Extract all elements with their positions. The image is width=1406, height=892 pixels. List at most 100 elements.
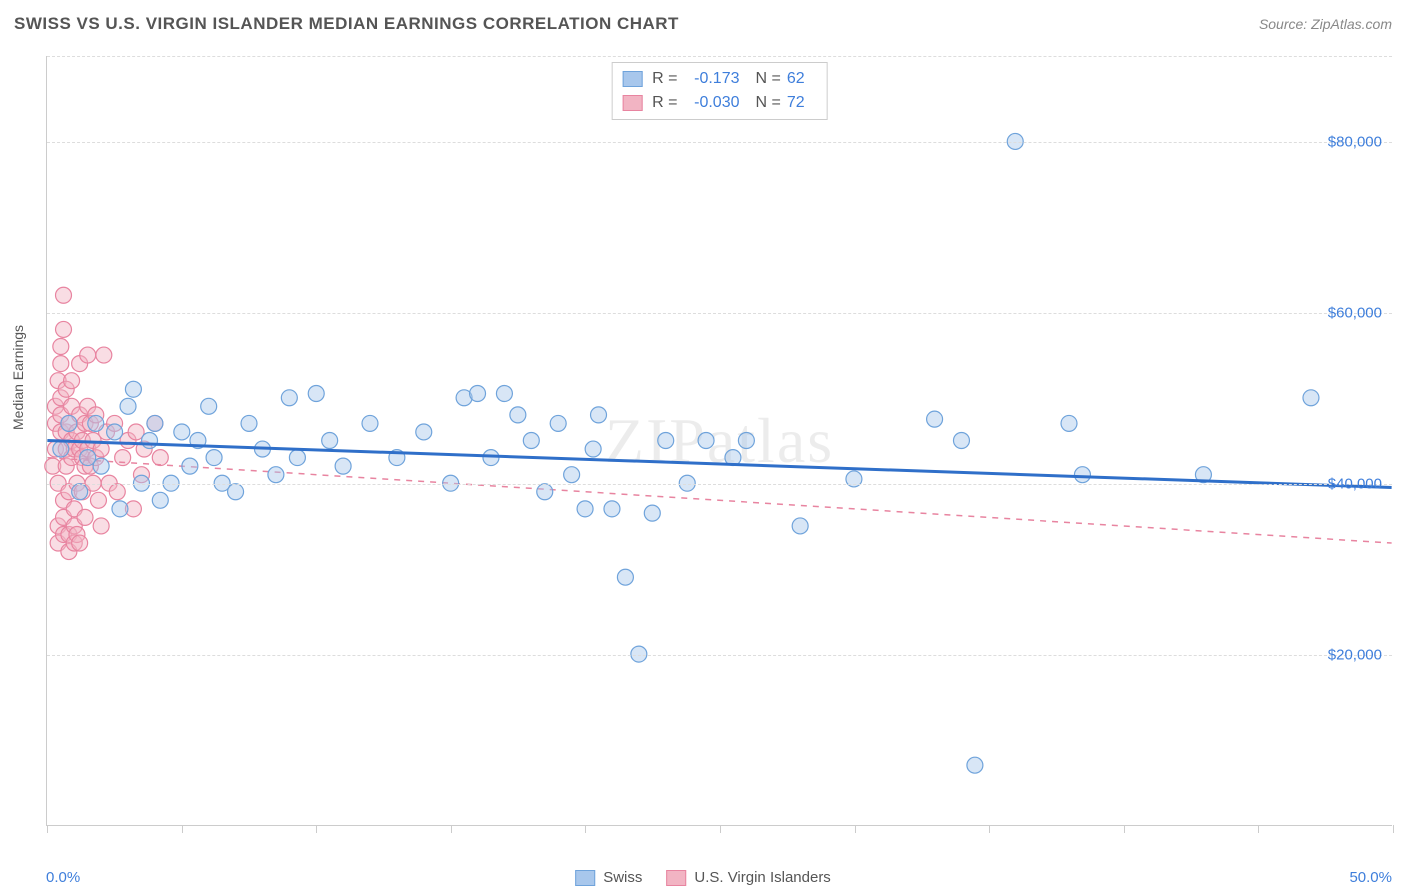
- x-tick: [989, 825, 990, 833]
- data-point: [496, 386, 512, 402]
- gridline: [47, 313, 1392, 314]
- usvi-n-value: 72: [787, 94, 817, 112]
- x-tick: [1124, 825, 1125, 833]
- data-point: [152, 450, 168, 466]
- legend-item-swiss: Swiss: [575, 869, 642, 886]
- data-point: [577, 501, 593, 517]
- data-point: [61, 415, 77, 431]
- data-point: [241, 415, 257, 431]
- data-point: [64, 373, 80, 389]
- data-point: [56, 287, 72, 303]
- stats-row-usvi: R = -0.030 N = 72: [622, 91, 817, 115]
- data-point: [289, 450, 305, 466]
- data-point: [416, 424, 432, 440]
- usvi-r-value: -0.030: [684, 94, 740, 112]
- x-tick: [316, 825, 317, 833]
- data-point: [147, 415, 163, 431]
- data-point: [206, 450, 222, 466]
- data-point: [953, 433, 969, 449]
- x-tick: [720, 825, 721, 833]
- legend-label-swiss: Swiss: [603, 869, 642, 886]
- data-point: [93, 518, 109, 534]
- data-point: [644, 505, 660, 521]
- y-axis-title: Median Earnings: [10, 325, 26, 430]
- data-point: [550, 415, 566, 431]
- data-point: [362, 415, 378, 431]
- n-label: N =: [756, 94, 781, 112]
- data-point: [308, 386, 324, 402]
- x-tick: [182, 825, 183, 833]
- trend-line: [47, 441, 1391, 488]
- data-point: [738, 433, 754, 449]
- data-point: [93, 458, 109, 474]
- scatter-plot-svg: [47, 56, 1392, 825]
- chart-header: SWISS VS U.S. VIRGIN ISLANDER MEDIAN EAR…: [14, 14, 1392, 34]
- legend: Swiss U.S. Virgin Islanders: [575, 869, 831, 886]
- y-tick-label: $40,000: [1328, 475, 1382, 492]
- data-point: [201, 398, 217, 414]
- data-point: [152, 492, 168, 508]
- data-point: [77, 509, 93, 525]
- data-point: [617, 569, 633, 585]
- data-point: [281, 390, 297, 406]
- data-point: [967, 757, 983, 773]
- n-label: N =: [756, 70, 781, 88]
- data-point: [564, 467, 580, 483]
- correlation-stats-box: R = -0.173 N = 62 R = -0.030 N = 72: [611, 62, 828, 120]
- legend-label-usvi: U.S. Virgin Islanders: [694, 869, 830, 886]
- data-point: [1074, 467, 1090, 483]
- r-label: R =: [652, 70, 677, 88]
- data-point: [53, 356, 69, 372]
- data-point: [591, 407, 607, 423]
- data-point: [510, 407, 526, 423]
- usvi-swatch-icon: [622, 95, 642, 111]
- gridline: [47, 484, 1392, 485]
- x-tick: [585, 825, 586, 833]
- data-point: [335, 458, 351, 474]
- data-point: [698, 433, 714, 449]
- data-point: [96, 347, 112, 363]
- data-point: [90, 492, 106, 508]
- data-point: [322, 433, 338, 449]
- swiss-swatch-icon: [622, 71, 642, 87]
- y-tick-label: $80,000: [1328, 133, 1382, 150]
- data-point: [537, 484, 553, 500]
- swiss-n-value: 62: [787, 70, 817, 88]
- data-point: [72, 535, 88, 551]
- y-tick-label: $60,000: [1328, 304, 1382, 321]
- usvi-swatch-icon: [666, 870, 686, 886]
- data-point: [56, 321, 72, 337]
- x-tick: [1393, 825, 1394, 833]
- data-point: [658, 433, 674, 449]
- data-point: [53, 441, 69, 457]
- data-point: [792, 518, 808, 534]
- data-point: [268, 467, 284, 483]
- data-point: [120, 398, 136, 414]
- data-point: [523, 433, 539, 449]
- data-point: [174, 424, 190, 440]
- x-axis-max-label: 50.0%: [1349, 869, 1392, 886]
- gridline: [47, 56, 1392, 57]
- x-tick: [47, 825, 48, 833]
- x-tick: [1258, 825, 1259, 833]
- stats-row-swiss: R = -0.173 N = 62: [622, 67, 817, 91]
- data-point: [585, 441, 601, 457]
- source-attribution: Source: ZipAtlas.com: [1259, 16, 1392, 32]
- chart-title: SWISS VS U.S. VIRGIN ISLANDER MEDIAN EAR…: [14, 14, 679, 34]
- x-tick: [855, 825, 856, 833]
- data-point: [470, 386, 486, 402]
- data-point: [80, 347, 96, 363]
- data-point: [107, 424, 123, 440]
- r-label: R =: [652, 94, 677, 112]
- data-point: [125, 381, 141, 397]
- data-point: [53, 339, 69, 355]
- gridline: [47, 655, 1392, 656]
- data-point: [112, 501, 128, 517]
- swiss-swatch-icon: [575, 870, 595, 886]
- data-point: [604, 501, 620, 517]
- gridline: [47, 142, 1392, 143]
- y-tick-label: $20,000: [1328, 646, 1382, 663]
- data-point: [142, 433, 158, 449]
- data-point: [927, 411, 943, 427]
- chart-plot-area: ZIPatlas R = -0.173 N = 62 R = -0.030 N …: [46, 56, 1392, 826]
